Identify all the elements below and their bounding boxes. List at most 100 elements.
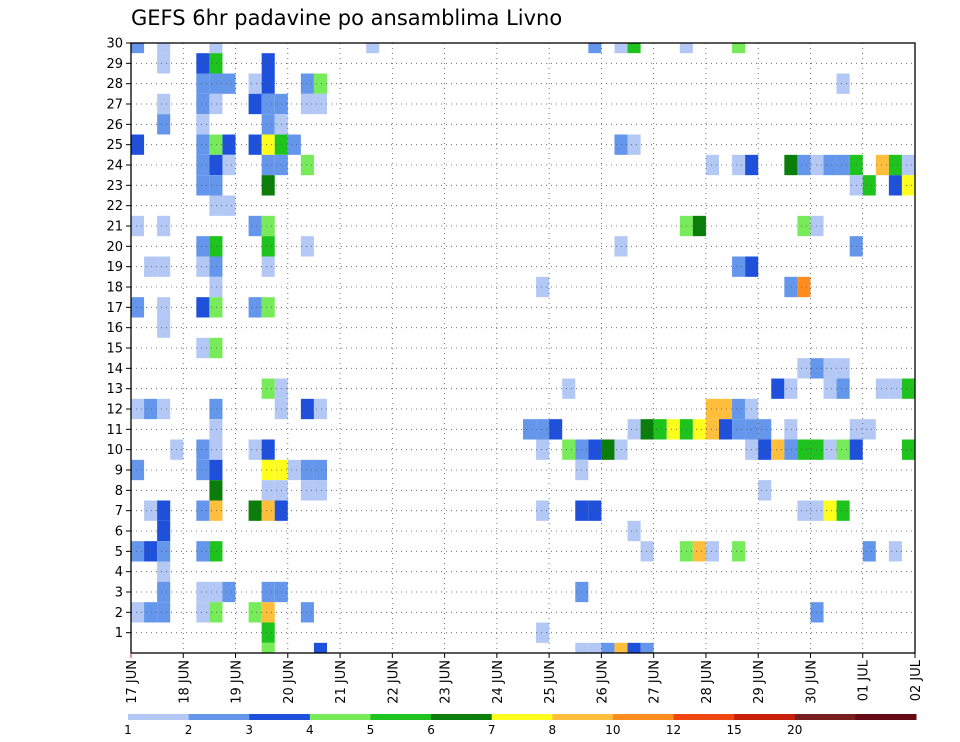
y-tick-label: 12: [106, 403, 123, 418]
y-tick-label: 28: [106, 77, 123, 92]
heatmap-cell: [131, 297, 145, 318]
heatmap-cell: [196, 297, 210, 318]
heatmap-cell: [666, 419, 680, 440]
heatmap-cell: [692, 419, 706, 440]
heatmap-cell: [144, 256, 158, 277]
heatmap-cell: [196, 439, 210, 460]
heatmap-cell: [784, 439, 798, 460]
heatmap-cell: [313, 459, 327, 481]
y-tick-label: 26: [106, 118, 123, 133]
heatmap-cell: [300, 602, 314, 623]
heatmap-cell: [131, 134, 145, 155]
colorbar-label: 20: [787, 723, 802, 737]
colorbar-label: 3: [245, 723, 253, 737]
heatmap-cell: [157, 297, 171, 318]
colorbar-swatch: [431, 714, 493, 720]
heatmap-cell: [653, 419, 667, 440]
heatmap-cell: [588, 500, 602, 521]
heatmap-cell: [209, 337, 223, 359]
heatmap-cell: [144, 500, 158, 521]
heatmap-cell: [157, 602, 171, 623]
heatmap-cell: [862, 175, 876, 196]
colorbar-label: 2: [185, 723, 193, 737]
y-tick-label: 11: [106, 423, 123, 438]
heatmap-cell: [313, 398, 327, 420]
heatmap-cell: [627, 134, 641, 155]
heatmap-cell: [797, 500, 811, 521]
heatmap-cell: [261, 53, 275, 74]
heatmap-cell: [157, 317, 171, 338]
x-tick-label: 27 JUN: [648, 660, 663, 704]
y-tick-label: 13: [106, 382, 123, 397]
y-tick-label: 25: [106, 138, 123, 153]
heatmap-cell: [196, 73, 210, 94]
heatmap-cell: [823, 378, 837, 399]
x-tick-label: 29 JUN: [752, 660, 767, 704]
y-tick-label: 19: [106, 260, 123, 275]
heatmap-cell: [562, 439, 576, 460]
heatmap-cell: [196, 236, 210, 257]
heatmap-cell: [196, 459, 210, 481]
heatmap-cell: [157, 500, 171, 521]
heatmap-cell: [536, 276, 550, 298]
colorbar-label: 5: [367, 723, 375, 737]
heatmap-cell: [797, 215, 811, 237]
x-tick-label: 26 JUN: [595, 660, 610, 704]
colorbar-label: 4: [306, 723, 314, 737]
heatmap-cell: [313, 73, 327, 94]
y-tick-label: 2: [115, 606, 123, 621]
heatmap-cell: [196, 256, 210, 277]
heatmap-cell: [705, 154, 719, 176]
heatmap-cell: [836, 358, 850, 379]
heatmap-cell: [823, 154, 837, 176]
heatmap-cell: [627, 419, 641, 440]
heatmap-cell: [601, 642, 615, 653]
heatmap-cell: [222, 134, 236, 155]
y-tick-label: 17: [106, 301, 123, 316]
heatmap-cell: [732, 43, 746, 54]
heatmap-cell: [261, 581, 275, 603]
heatmap-cell: [157, 53, 171, 74]
heatmap-cell: [758, 480, 772, 501]
heatmap-cell: [248, 500, 262, 521]
heatmap-cell: [732, 154, 746, 176]
heatmap-cell: [823, 439, 837, 460]
heatmap-cell: [196, 53, 210, 74]
y-axis-ticks: 1234567891011121314151617181920212223242…: [106, 37, 131, 641]
heatmap-cell: [209, 43, 223, 54]
heatmap-cell: [862, 541, 876, 562]
heatmap-cell: [131, 602, 145, 623]
x-tick-label: 24 JUN: [491, 660, 506, 704]
heatmap-cell: [196, 114, 210, 135]
heatmap-cell: [536, 419, 550, 440]
heatmap-cell: [313, 480, 327, 501]
heatmap-cell: [131, 43, 145, 54]
heatmap-cell: [679, 43, 693, 54]
x-tick-label: 23 JUN: [439, 660, 454, 704]
heatmap-cell: [209, 236, 223, 257]
heatmap-cell: [888, 378, 902, 399]
heatmap-cell: [536, 622, 550, 643]
heatmap-cell: [523, 419, 537, 440]
heatmap-cell: [261, 215, 275, 237]
colorbar-label: 10: [605, 723, 620, 737]
y-tick-label: 10: [106, 443, 123, 458]
colorbar-swatch: [370, 714, 432, 720]
heatmap-cell: [196, 581, 210, 603]
heatmap-cell: [261, 93, 275, 115]
heatmap-cell: [196, 134, 210, 155]
heatmap-cell: [157, 43, 171, 54]
heatmap-cell: [157, 398, 171, 420]
heatmap-cell: [758, 439, 772, 460]
x-tick-label: 18 JUN: [177, 660, 192, 704]
heatmap-cell: [901, 439, 915, 460]
heatmap-cell: [209, 602, 223, 623]
heatmap-cell: [300, 93, 314, 115]
heatmap-cell: [549, 419, 563, 440]
heatmap-cell: [536, 500, 550, 521]
heatmap-cell: [196, 93, 210, 115]
y-tick-label: 5: [115, 545, 123, 560]
heatmap-cell: [261, 297, 275, 318]
heatmap-cell: [888, 154, 902, 176]
colorbar-label: 6: [427, 723, 435, 737]
